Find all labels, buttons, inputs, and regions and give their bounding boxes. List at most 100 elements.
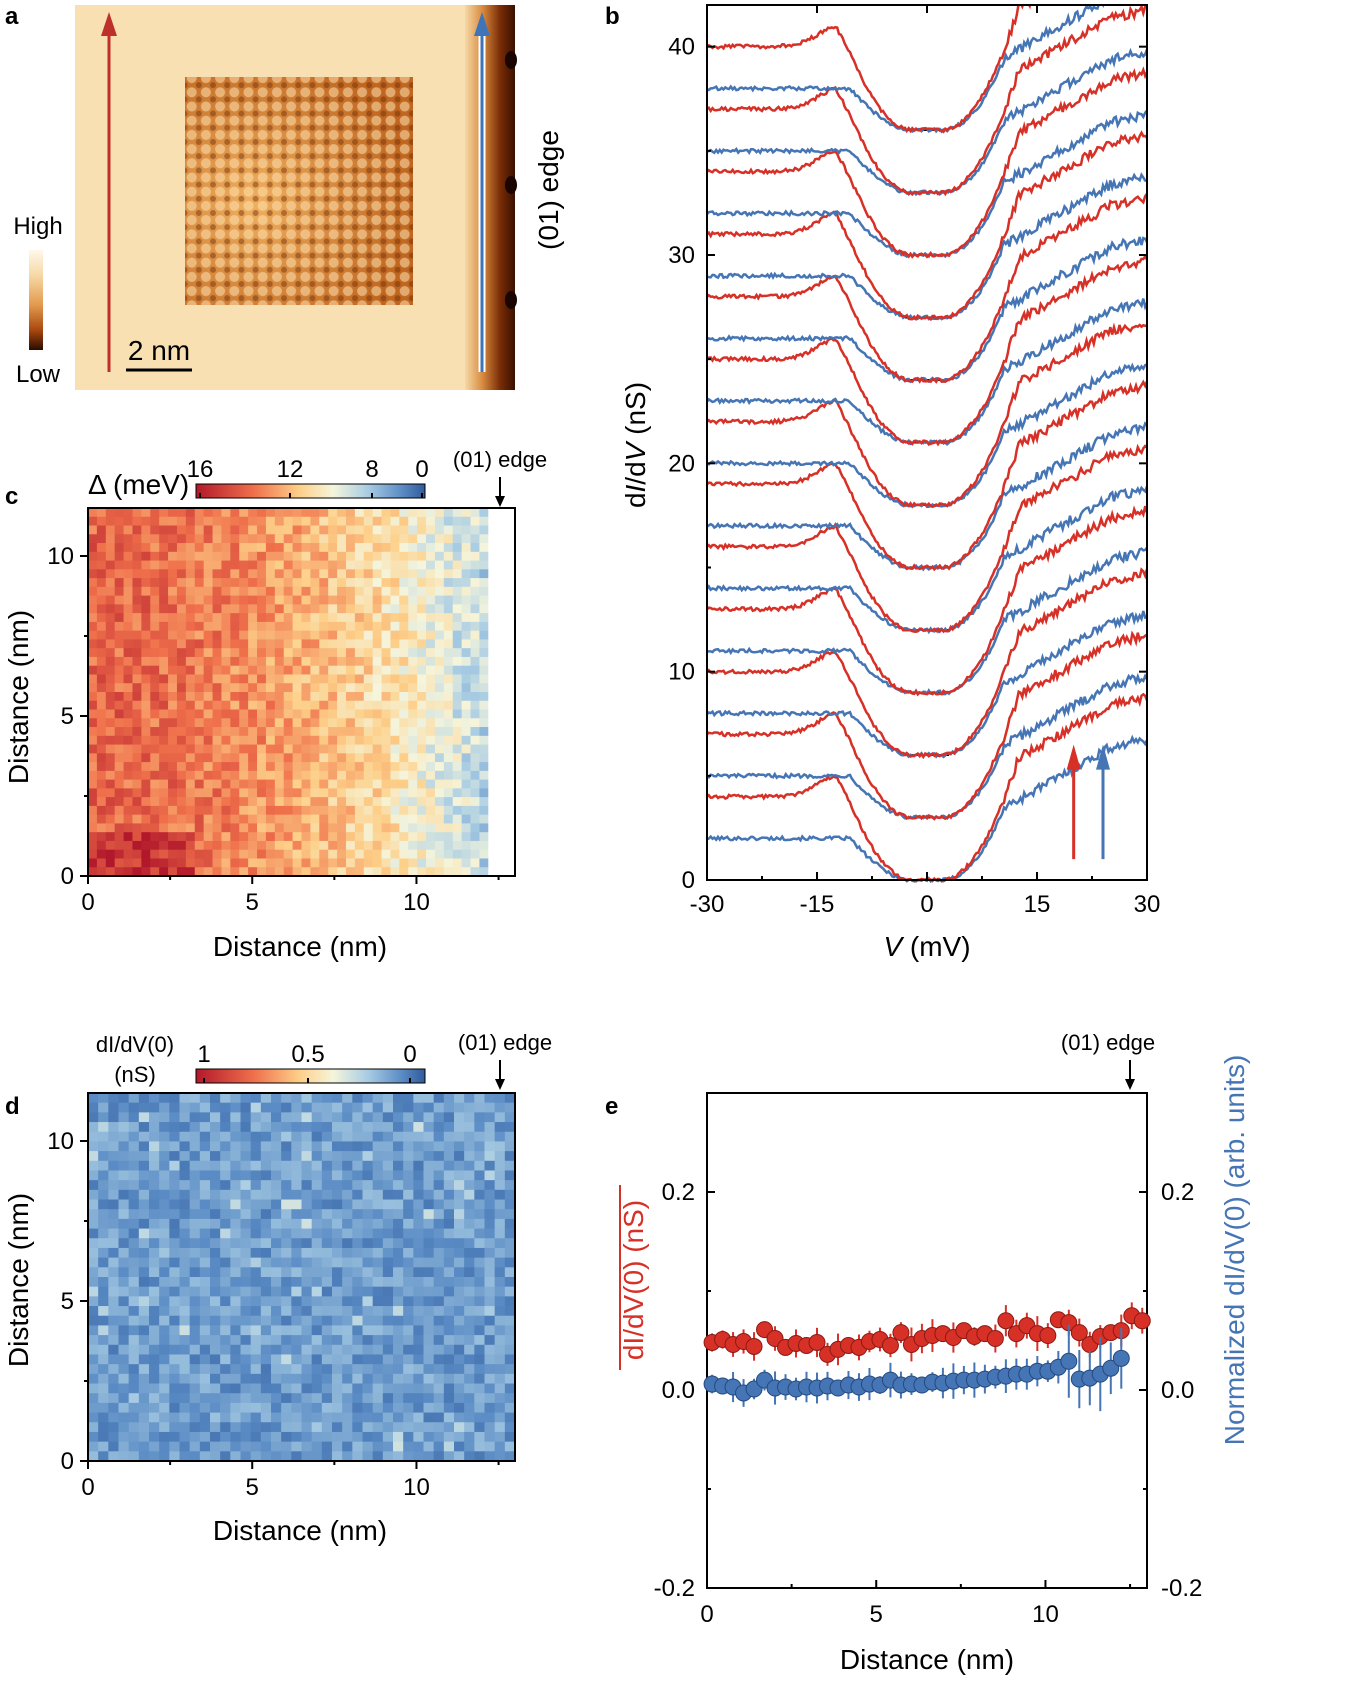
map-pixel — [332, 1431, 343, 1443]
map-pixel — [506, 762, 516, 772]
map-pixel — [138, 1344, 150, 1356]
map-pixel — [390, 770, 400, 781]
map-pixel — [221, 727, 231, 737]
map-pixel — [88, 832, 98, 842]
red-data-point — [745, 1337, 763, 1355]
map-pixel — [479, 621, 489, 632]
map-pixel — [230, 700, 240, 711]
map-pixel — [176, 569, 187, 579]
map-pixel — [179, 1141, 191, 1152]
map-pixel — [118, 1422, 130, 1433]
map-pixel — [221, 788, 231, 798]
map-pixel — [185, 560, 196, 570]
map-pixel — [354, 753, 365, 763]
map-pixel — [189, 1277, 201, 1288]
map-pixel — [220, 1412, 231, 1423]
map-pixel — [484, 1451, 496, 1462]
map-pixel — [311, 1112, 323, 1123]
map-pixel — [248, 665, 258, 676]
map-pixel — [210, 1160, 221, 1172]
map-pixel — [488, 735, 498, 746]
map-pixel — [337, 849, 347, 860]
map-pixel — [443, 744, 454, 754]
map-pixel — [260, 1383, 272, 1394]
map-pixel — [372, 1306, 384, 1317]
map-pixel — [423, 1335, 435, 1346]
map-pixel — [423, 1393, 435, 1404]
map-pixel — [354, 692, 365, 702]
map-pixel — [301, 648, 311, 658]
map-pixel — [176, 656, 187, 667]
map-pixel — [372, 1441, 384, 1452]
map-pixel — [179, 1364, 191, 1375]
map-pixel — [123, 578, 134, 588]
map-pixel — [128, 1393, 140, 1404]
map-pixel — [274, 586, 285, 597]
map-ytick-label: 10 — [47, 1128, 74, 1155]
map-pixel — [212, 762, 223, 772]
map-pixel — [337, 718, 347, 728]
map-pixel — [138, 1393, 150, 1404]
map-pixel — [403, 1422, 414, 1433]
map-pixel — [423, 1170, 435, 1181]
map-pixel — [250, 1364, 262, 1375]
map-pixel — [203, 832, 214, 842]
map-pixel — [283, 858, 294, 868]
map-pixel — [108, 1364, 120, 1375]
map-pixel — [321, 1267, 333, 1278]
map-pixel — [470, 770, 481, 781]
map-pixel — [506, 613, 516, 623]
map-pixel — [390, 630, 400, 641]
map-pixel — [454, 1277, 465, 1288]
map-pixel — [310, 578, 320, 588]
map-pixel — [220, 1315, 231, 1327]
panel-e-xtick-label: 0 — [700, 1601, 713, 1628]
map-pixel — [199, 1277, 211, 1288]
map-pixel — [363, 534, 374, 544]
map-pixel — [176, 867, 187, 877]
map-pixel — [382, 1112, 394, 1123]
panel-label-b: b — [605, 3, 620, 30]
map-pixel — [464, 1286, 475, 1297]
map-pixel — [210, 1112, 221, 1123]
map-pixel — [332, 1122, 343, 1133]
map-pixel — [390, 639, 400, 649]
map-pixel — [408, 700, 418, 711]
map-pixel — [292, 753, 303, 763]
map-pixel — [301, 753, 311, 763]
map-pixel — [494, 1247, 506, 1259]
map-pixel — [443, 683, 454, 693]
map-pixel — [123, 770, 134, 781]
map-pixel — [210, 1325, 221, 1336]
map-pixel — [433, 1112, 445, 1123]
map-pixel — [413, 1373, 425, 1385]
panel-e-xtick-label: 5 — [870, 1601, 883, 1628]
map-pixel — [141, 595, 151, 605]
map-pixel — [464, 1402, 475, 1414]
map-pixel — [474, 1267, 486, 1278]
map-pixel — [203, 595, 214, 605]
map-pixel — [105, 560, 116, 570]
map-pixel — [311, 1364, 323, 1375]
map-pixel — [443, 1102, 455, 1113]
map-pixel — [265, 578, 276, 588]
map-pixel — [461, 692, 472, 702]
map-pixel — [240, 1180, 252, 1191]
map-pixel — [362, 1160, 374, 1172]
map-pixel — [189, 1315, 201, 1327]
map-pixel — [132, 648, 142, 658]
map-pixel — [257, 735, 267, 746]
map-pixel — [250, 1267, 262, 1278]
map-pixel — [96, 700, 107, 711]
map-pixel — [434, 797, 445, 807]
map-pixel — [363, 753, 374, 763]
map-pixel — [159, 1344, 170, 1356]
map-pixel — [194, 639, 205, 649]
map-pixel — [108, 1402, 120, 1414]
map-pixel — [179, 1315, 191, 1327]
map-pixel — [203, 867, 214, 877]
map-pixel — [403, 1247, 414, 1259]
map-pixel — [488, 630, 498, 641]
map-pixel — [363, 621, 374, 632]
map-pixel — [189, 1122, 201, 1133]
